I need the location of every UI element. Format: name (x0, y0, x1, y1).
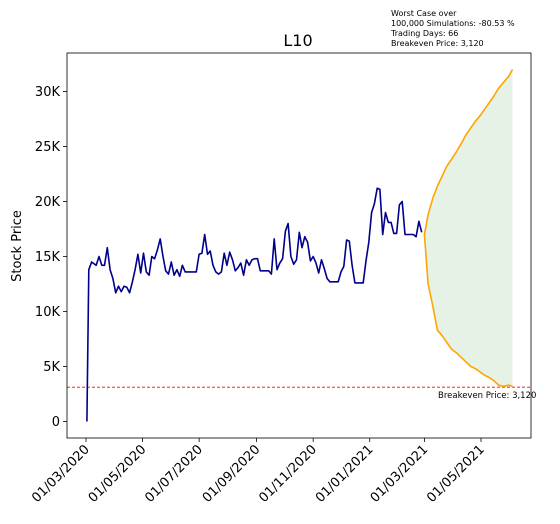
y-tick-label: 10K (35, 305, 61, 320)
plot-area: Breakeven Price: 3,120 0 5K 10K 15K 20K 25K 30K… (29, 52, 536, 506)
series-history-line (86, 187, 423, 422)
annotation-line-3: Trading Days: 66 (390, 29, 458, 38)
x-tick-label: 01/05/2021 (424, 442, 488, 506)
worst-case-annotation: Worst Case over 100,000 Simulations: -80… (390, 9, 515, 48)
y-axis-title: Stock Price (10, 210, 25, 282)
y-tick-label: 25K (35, 140, 61, 155)
series-simulation-upper-line (423, 69, 514, 235)
y-tick-label: 20K (35, 195, 61, 210)
y-tick-label: 0 (52, 415, 60, 430)
y-tick-label: 5K (43, 360, 60, 375)
y-tick-label: 30K (35, 85, 61, 100)
axes-frame (66, 52, 532, 439)
x-tick-label: 01/05/2020 (86, 442, 150, 506)
annotation-line-4: Breakeven Price: 3,120 (391, 39, 484, 48)
x-tick-label: 01/01/2021 (313, 442, 377, 506)
breakeven-label: Breakeven Price: 3,120 (438, 391, 536, 401)
chart-title: L10 (283, 31, 312, 50)
y-tick-label: 15K (35, 250, 61, 265)
x-tick-label: 01/11/2020 (256, 442, 320, 506)
x-tick-label: 01/03/2020 (29, 442, 93, 506)
simulation-band (424, 69, 513, 387)
x-tick-label: 01/07/2020 (142, 442, 206, 506)
annotation-line-1: Worst Case over (391, 9, 457, 18)
x-tick-label: 01/03/2021 (368, 442, 432, 506)
series-simulation-lower-line (423, 234, 513, 388)
annotation-line-2: 100,000 Simulations: -80.53 % (391, 19, 515, 28)
x-tick-label: 01/09/2020 (200, 442, 264, 506)
